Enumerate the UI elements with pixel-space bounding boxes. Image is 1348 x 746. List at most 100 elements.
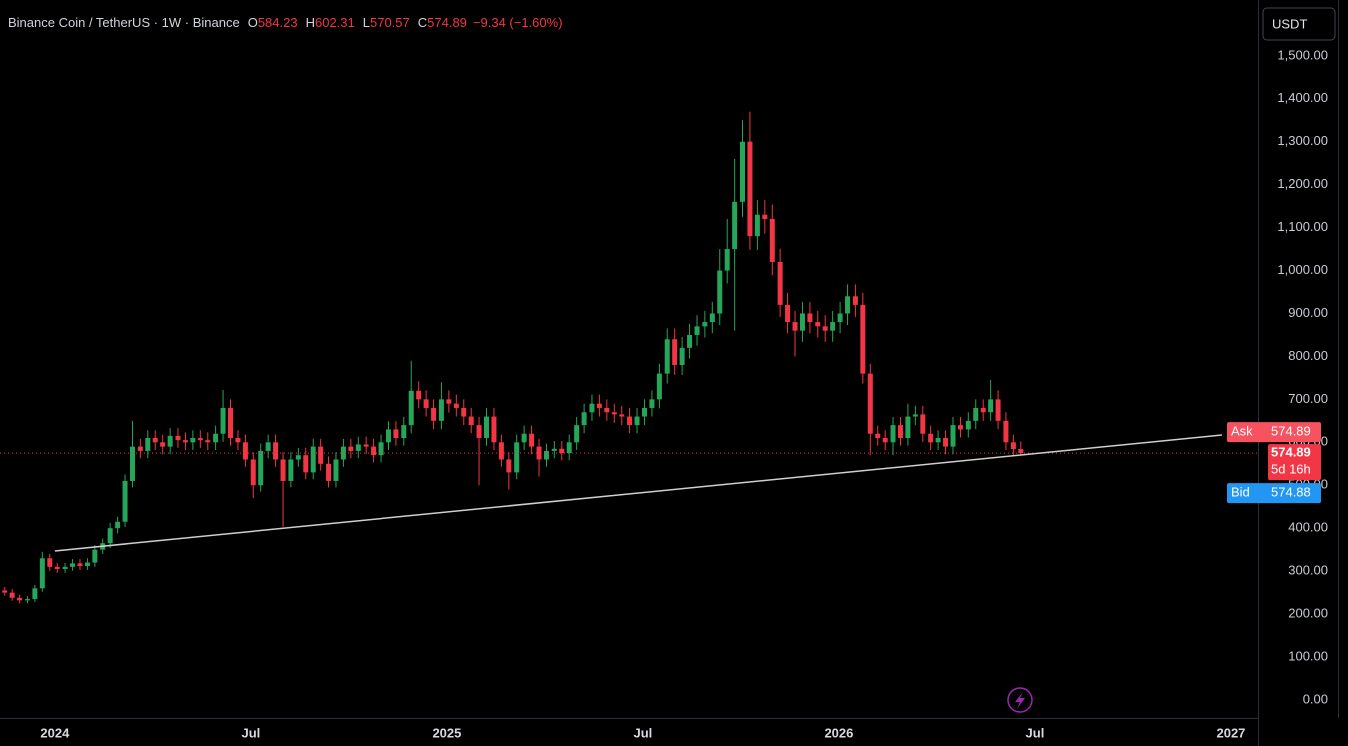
candle-body: [228, 407, 234, 439]
x-tick-label: Jul: [241, 725, 260, 740]
y-tick-label: 1,300.00: [1277, 133, 1328, 148]
ohlc-value: 602.31: [315, 15, 355, 30]
x-tick-label: 2027: [1216, 725, 1245, 740]
candle-body: [792, 322, 798, 331]
candle-body: [265, 442, 271, 451]
candle-body: [258, 450, 264, 486]
y-tick-label: 400.00: [1288, 520, 1328, 535]
candle-body: [799, 313, 805, 331]
ask-label: Ask: [1231, 424, 1253, 439]
candle-body: [656, 373, 662, 400]
candle-body: [371, 446, 377, 456]
candle-body: [988, 399, 994, 413]
candle-body: [619, 414, 625, 417]
currency-button-box[interactable]: [1262, 7, 1336, 41]
replay-icon[interactable]: [1007, 687, 1033, 713]
candle-body: [476, 425, 482, 439]
y-tick-label: 1,000.00: [1277, 262, 1328, 277]
candle-body: [739, 141, 745, 202]
y-tick-label: 1,100.00: [1277, 219, 1328, 234]
y-tick-label: 800.00: [1288, 348, 1328, 363]
candle-body: [115, 521, 121, 529]
y-tick-label: 700.00: [1288, 391, 1328, 406]
candle-body: [875, 433, 881, 439]
candle-body: [318, 446, 324, 464]
candle-body: [604, 407, 610, 413]
candle-body: [920, 414, 926, 434]
candle-body: [378, 442, 384, 456]
candle-body: [24, 599, 30, 601]
candle-body: [882, 438, 888, 443]
ask-value: 574.89: [1271, 424, 1311, 439]
candle-body: [152, 438, 158, 443]
candle-body: [333, 459, 339, 481]
candle-body: [664, 339, 670, 374]
last-price-box: [1268, 444, 1321, 481]
candle-body: [461, 407, 467, 417]
candle-body: [303, 455, 309, 473]
candle-body: [506, 459, 512, 473]
x-tick-label: 2025: [432, 725, 461, 740]
candle-body: [897, 425, 903, 439]
replay-bolt[interactable]: [1015, 692, 1025, 709]
candle-body: [785, 304, 791, 323]
candle-body: [717, 270, 723, 314]
candle-body: [197, 438, 203, 441]
candle-body: [17, 597, 23, 601]
candle-body: [514, 442, 520, 473]
candle-body: [980, 407, 986, 413]
candle-body: [641, 407, 647, 417]
candle-body: [70, 563, 76, 567]
candle-body: [754, 214, 760, 237]
candle-body: [536, 446, 542, 460]
replay-circle[interactable]: [1007, 687, 1033, 713]
candle-body: [122, 480, 128, 522]
candle-body: [559, 448, 565, 454]
candle-body: [1010, 442, 1016, 450]
candle-body: [310, 446, 316, 473]
candle-body: [860, 304, 866, 374]
candle-body: [965, 420, 971, 430]
candle-body: [709, 313, 715, 323]
candle-body: [521, 433, 527, 443]
ohlc-letter: H: [306, 15, 315, 30]
candle-body: [9, 592, 15, 598]
trendline: [54, 434, 1223, 552]
ohlc-value: 574.89: [427, 15, 467, 30]
candle-body: [649, 399, 655, 408]
candle-body: [175, 435, 181, 441]
currency-label[interactable]: USDT: [1272, 16, 1307, 31]
y-tick-label: 300.00: [1288, 563, 1328, 578]
candle-body: [107, 528, 113, 544]
candle-body: [551, 448, 557, 451]
candle-body: [807, 313, 813, 323]
candle-body: [453, 403, 459, 408]
candle-body: [242, 442, 248, 460]
x-tick-label: Jul: [1026, 725, 1045, 740]
candle-body: [935, 438, 941, 443]
candle-body: [137, 446, 143, 451]
candle-body: [288, 459, 294, 481]
x-tick-label: 2024: [40, 725, 70, 740]
candle-body: [77, 563, 83, 566]
bid-label: Bid: [1231, 485, 1250, 500]
candle-body: [732, 201, 738, 250]
candle-body: [905, 416, 911, 439]
currency-button[interactable]: USDT: [1262, 7, 1336, 41]
candle-body: [167, 435, 173, 447]
candle-body: [446, 399, 452, 404]
candle-body: [679, 347, 685, 366]
candle-body: [973, 407, 979, 421]
y-tick-label: 900.00: [1288, 305, 1328, 320]
candle-body: [702, 322, 708, 327]
y-tick-label: 1,500.00: [1277, 47, 1328, 62]
y-tick-label: 200.00: [1288, 606, 1328, 621]
candle-body: [543, 450, 549, 460]
candle-body: [498, 442, 504, 460]
ohlc-letter: C: [418, 15, 427, 30]
candle-body: [431, 407, 437, 421]
ohlc-letter: L: [363, 15, 370, 30]
candle-body: [438, 399, 444, 421]
candle-body: [220, 407, 226, 434]
